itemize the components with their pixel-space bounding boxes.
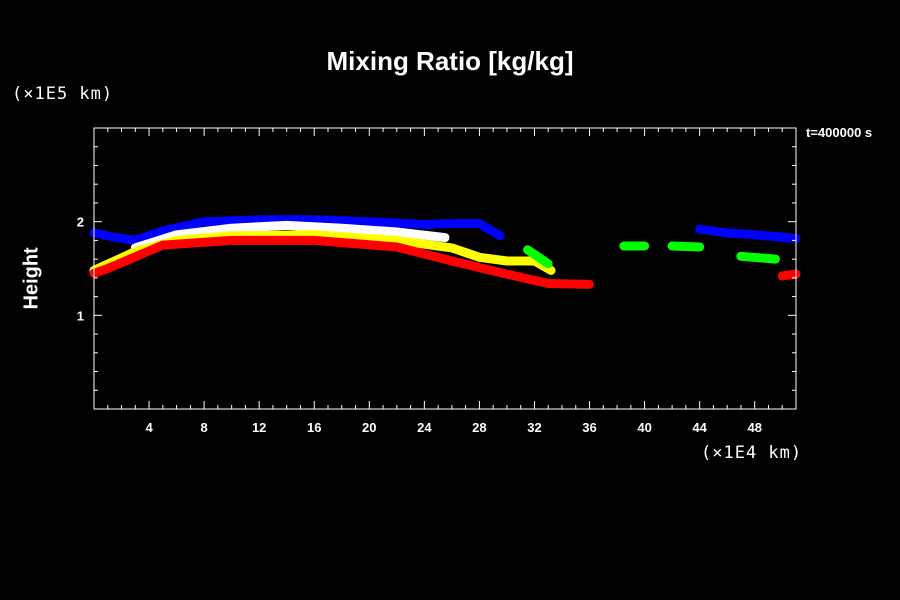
x-tick-label: 32 — [527, 420, 541, 435]
x-tick-label: 36 — [582, 420, 596, 435]
series-green-9 — [736, 251, 780, 264]
x-tick-label: 8 — [201, 420, 208, 435]
chart-title: Mixing Ratio [kg/kg] — [326, 46, 574, 76]
series-blue-0 — [89, 215, 505, 245]
plot-frame — [93, 127, 797, 410]
series-white-2 — [130, 220, 450, 253]
series-green-6 — [523, 245, 553, 269]
series-green-8 — [667, 241, 705, 252]
series-blue-1 — [695, 224, 801, 243]
series-red-4 — [89, 235, 594, 289]
x-axis-unit: (×1E4 km) — [701, 443, 803, 463]
x-tick-label: 4 — [145, 420, 153, 435]
x-tick-label: 20 — [362, 420, 376, 435]
y-tick-label: 2 — [77, 215, 84, 230]
time-label: t=400000 s — [806, 125, 873, 140]
series-red-5 — [777, 269, 801, 281]
y-axis-unit: (×1E5 km) — [12, 84, 114, 104]
x-tick-label: 28 — [472, 420, 486, 435]
x-tick-label: 12 — [252, 420, 266, 435]
x-tick-label: 48 — [747, 420, 761, 435]
y-tick-label: 1 — [77, 308, 84, 323]
x-tick-label: 24 — [417, 420, 432, 435]
x-tick-label: 40 — [637, 420, 651, 435]
x-tick-label: 16 — [307, 420, 321, 435]
x-tick-label: 44 — [692, 420, 707, 435]
